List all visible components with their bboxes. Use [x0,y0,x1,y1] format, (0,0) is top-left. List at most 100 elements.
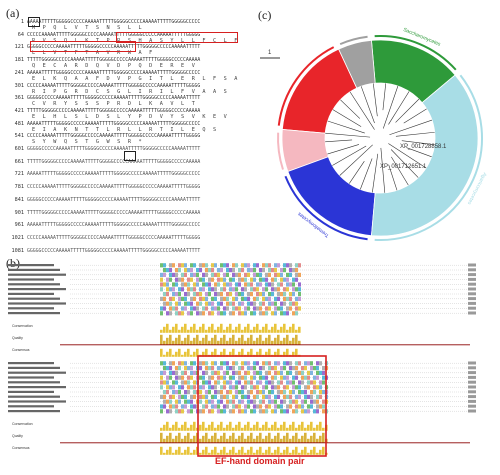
track-bar [187,446,190,455]
alignment-cell [247,361,250,366]
alignment-cell [217,404,220,409]
alignment-cell [220,311,223,316]
alignment-cell [244,306,247,311]
alignment-cell [232,263,235,268]
alignment-cell [232,311,235,316]
alignment-cell [235,385,238,390]
clade-arc [284,175,368,241]
alignment-cell [226,361,229,366]
alignment-cell [298,390,301,395]
alignment-cell [259,390,262,395]
nucleotide-text: GGGGGCCCCCAAAAATTTTTGGGGGCCCCCAAAAATTTTT… [27,96,201,102]
alignment-panel: Conservation Quality Consensus Conservatio… [0,258,500,470]
track-bar [286,432,289,443]
alignment-cell [190,399,193,404]
alignment-cell [187,287,190,292]
alignment-cell [205,282,208,287]
alignment-cell [232,268,235,273]
track-bar [229,323,232,333]
alignment-cell [316,404,319,409]
row-end-count [468,366,476,370]
alignment-cell [175,272,178,277]
alignment-cell [274,311,277,316]
alignment-cell [202,385,205,390]
alignment-cell [232,361,235,366]
alignment-cell [193,263,196,268]
alignment-cell [229,287,232,292]
alignment-cell [226,296,229,301]
alignment-cell [241,361,244,366]
alignment-cell [250,277,253,282]
alignment-cell [229,282,232,287]
sequence-row-number: 121 [14,44,24,51]
track-bar [193,351,196,357]
alignment-cell [202,272,205,277]
track-bar [181,354,184,357]
nucleotide-text: GGGGGCCCCCAAAAATTTTTGGGGGCCCCCAAAAATTTTT… [27,45,201,51]
track-bar [166,351,169,357]
alignment-cell [202,404,205,409]
track-bar [202,351,205,357]
alignment-cell [184,306,187,311]
alignment-cell [289,399,292,404]
alignment-cell [286,306,289,311]
alignment-cell [163,404,166,409]
alignment-cell [226,404,229,409]
alignment-cell [259,366,262,371]
alignment-cell [301,370,304,375]
alignment-cell [253,277,256,282]
track-bar [178,446,181,455]
alignment-cell [214,296,217,301]
alignment-cell [268,292,271,297]
track-bar [181,452,184,455]
tree-branch [325,132,371,138]
alignment-cell [265,296,268,301]
tree-branch [395,131,435,137]
amino-acid-text: E L H L S L D S L Y P D V Y S V K E V [32,113,229,120]
alignment-cell [286,277,289,282]
sequence-name [8,371,66,374]
alignment-cell [178,277,181,282]
alignment-cell [229,390,232,395]
tree-branch [401,140,435,146]
track-bar [190,354,193,357]
amino-acid-text: E I A K N T T L R L L R T I L E Q S [32,126,219,133]
alignment-cell [316,385,319,390]
alignment-cell [274,366,277,371]
sequence-name [8,307,54,310]
alignment-cell [178,394,181,399]
track-bar [289,438,292,443]
alignment-cell [241,375,244,380]
track-bar [181,438,184,443]
track-bar [193,421,196,431]
alignment-cell [286,380,289,385]
alignment-cell [184,263,187,268]
track-bar [190,340,193,345]
track-bar [256,351,259,357]
alignment-cell [274,272,277,277]
alignment-cell [271,390,274,395]
alignment-cell [319,361,322,366]
alignment-cell [292,375,295,380]
track-bar [226,424,229,431]
nucleotide-text: TTTTTGGGGGCCCCCAAAAATTTTTGGGGGCCCCCAAAAA… [27,159,201,165]
row-end-count [468,273,476,277]
track-bar [280,340,283,345]
alignment-cell [175,390,178,395]
alignment-cell [295,404,298,409]
alignment-cell [202,296,205,301]
sequence-row: 361 GGGGGCCCCCAAAAATTTTTGGGGGCCCCCAAAAATT… [4,94,201,102]
alignment-cell [283,361,286,366]
alignment-cell [247,272,250,277]
amino-acid-row: Q E C A R D Q V D P Q D E R E V [32,62,197,70]
alignment-cell [280,306,283,311]
sequence-name [8,273,66,276]
alignment-cell [280,272,283,277]
alignment-cell [256,287,259,292]
alignment-cell [211,385,214,390]
track-bar [184,421,187,431]
track-bar [319,449,322,455]
alignment-cell [181,404,184,409]
alignment-cell [265,404,268,409]
alignment-cell [193,361,196,366]
